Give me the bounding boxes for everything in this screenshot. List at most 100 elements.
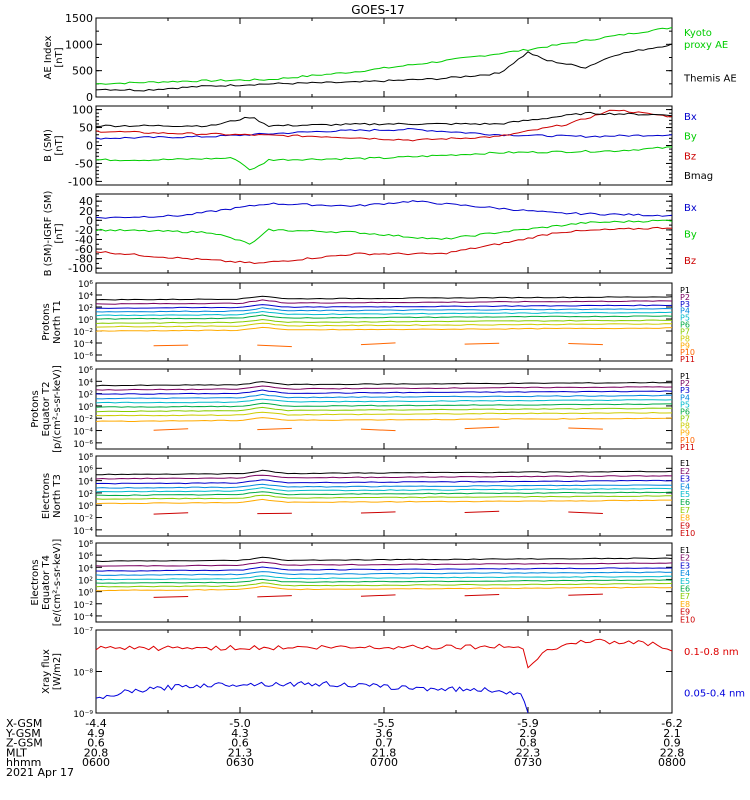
channel-label-e2: E2: [680, 554, 690, 563]
channel-line-p7: [95, 318, 673, 324]
panel-bsm: -100 -50 0 50 100 B (SM)[nT] Bx By Bz Bmag: [43, 104, 713, 189]
x-tick-label-ygsm: 3.6: [375, 727, 393, 740]
channel-label-e1: E1: [680, 459, 690, 468]
channel-line-e4: [95, 571, 673, 576]
y-tick-label: 50: [79, 122, 93, 135]
channel-label-e6: E6: [680, 585, 690, 594]
series-legend: By: [684, 132, 697, 143]
y-tick-label: -40: [75, 233, 93, 246]
date-label: 2021 Apr 17: [6, 766, 74, 779]
channel-line-p1: [95, 381, 673, 387]
x-tick-label-xgsm: -5.5: [373, 717, 394, 730]
y-tick-label: 10⁻⁶: [73, 440, 93, 450]
row-label-xgsm: X-GSM: [6, 717, 42, 730]
y-axis-label-line: [nT]: [54, 47, 65, 67]
y-axis-label-line: North T3: [52, 474, 63, 518]
channel-label-e1: E1: [680, 546, 690, 555]
y-tick-label: 10⁻⁴: [73, 428, 93, 438]
y-tick-label: 10⁶: [78, 280, 93, 290]
channel-label-e2: E2: [680, 467, 690, 476]
channel-segment-p10: [568, 427, 603, 430]
y-tick-label: -50: [75, 157, 93, 170]
channel-label-p9: P9: [680, 429, 690, 438]
channel-segment-e9: [153, 595, 189, 598]
channel-line-e2: [95, 561, 673, 567]
x-tick-label-zgsm: 0.9: [663, 737, 681, 750]
channel-segment-e9: [360, 511, 396, 514]
channel-segment-p10: [360, 342, 396, 346]
channel-label-p1: P1: [680, 372, 690, 381]
y-axis-label-line: B (SM): [43, 129, 54, 162]
channel-label-p8: P8: [680, 334, 690, 343]
y-tick-label: 10⁻²: [73, 601, 93, 611]
channel-line-p3: [95, 389, 673, 395]
y-tick-label: 10⁻⁸: [73, 669, 93, 679]
y-axis-label-line: [e/(cm²-s-sr-keV)]: [52, 539, 63, 627]
y-tick-label: 10²: [78, 391, 93, 401]
y-tick-label: -80: [75, 253, 93, 266]
channel-line-p5: [95, 310, 673, 317]
series-line-bx: [95, 200, 673, 219]
panel-frame: [95, 193, 673, 274]
channel-line-e7: [95, 582, 673, 588]
channel-line-p2: [95, 385, 673, 391]
channel-segment-p10: [153, 344, 189, 347]
channel-line-p2: [95, 299, 673, 305]
channel-line-e3: [95, 479, 673, 485]
y-axis-label: AE Index[nT]: [43, 35, 65, 79]
channel-label-p4: P4: [680, 393, 690, 402]
channel-line-p6: [95, 402, 672, 408]
channel-line-p8: [95, 411, 673, 417]
y-tick-label: 10⁴: [78, 478, 93, 488]
channel-label-e9: E9: [680, 608, 690, 617]
series-line-by: [96, 146, 673, 171]
channel-label-p9: P9: [680, 341, 690, 350]
series-legend: 0.05-0.4 nm: [684, 688, 745, 699]
x-tick-label-hhmm: 0730: [514, 756, 542, 769]
y-axis-label: ElectronsEquator T4[e/(cm²-s-sr-keV)]: [30, 539, 63, 627]
y-tick-label: 10⁴: [78, 378, 93, 388]
channel-label-e3: E3: [680, 475, 690, 484]
channel-segment-e9: [360, 594, 396, 597]
y-tick-label: 1500: [65, 12, 93, 25]
y-tick-label: 10⁻²: [73, 328, 93, 338]
y-tick-label: 10⁶: [78, 552, 93, 562]
channel-line-p7: [95, 406, 673, 413]
channel-label-p5: P5: [680, 314, 690, 323]
channel-segment-p10: [360, 428, 396, 432]
x-tick-label-zgsm: 0.8: [519, 737, 537, 750]
y-axis-label-line: Protons: [41, 303, 52, 340]
channel-segment-p10: [257, 344, 292, 348]
series-line-0-05-0-4-nm: [95, 681, 529, 714]
x-tick-label-ygsm: 4.9: [87, 727, 105, 740]
y-tick-label: 10⁻²: [73, 415, 93, 425]
series-legend: Bz: [684, 256, 696, 267]
series-legend: Bx: [684, 112, 697, 123]
channel-label-p7: P7: [680, 415, 690, 424]
y-axis-label-line: B (SM)-IGRF (SM): [43, 191, 54, 277]
series-legend: By: [684, 230, 697, 241]
ephemeris-table: X-GSM -4.4 -5.0 -5.5 -5.9 -6.2 Y-GSM 4.9 4.3 3.6 2…: [5, 717, 686, 769]
y-axis-label: Xray flux[W/m2]: [41, 649, 63, 694]
x-tick-label-xgsm: -5.0: [229, 717, 250, 730]
series-legend-line: Bz: [684, 256, 696, 267]
channel-label-e7: E7: [680, 506, 690, 515]
channel-segment-e9: [568, 511, 603, 515]
channel-label-p1: P1: [680, 286, 690, 295]
channel-segment-e9: [464, 510, 500, 513]
channel-label-p11: P11: [680, 443, 695, 452]
x-tick-label-zgsm: 0.6: [87, 737, 105, 750]
channel-line-p8: [95, 322, 673, 328]
y-tick-label: 10⁶: [78, 465, 93, 475]
channel-label-e6: E6: [680, 498, 690, 507]
y-tick-label: -60: [75, 243, 93, 256]
panel-ee: 10⁻⁴ 10⁻² 10⁰ 10² 10⁴ 10⁶ 10⁸ ElectronsEquator …: [30, 539, 695, 627]
channel-label-e3: E3: [680, 561, 690, 570]
channel-segment-p10: [464, 426, 500, 430]
y-tick-label: 10⁻⁶: [73, 352, 93, 362]
series-legend-line: By: [684, 230, 697, 241]
